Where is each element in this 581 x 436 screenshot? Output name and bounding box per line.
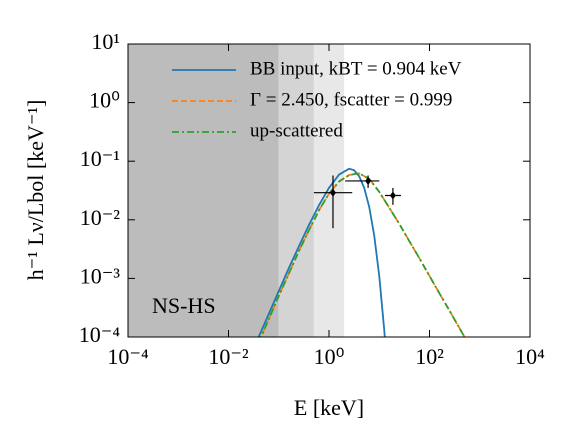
x-tick-label: 10⁴	[515, 344, 545, 369]
series-line	[257, 167, 386, 337]
legend-label: BB input, kBT = 0.904 keV	[250, 58, 462, 79]
curves	[257, 167, 466, 337]
y-tick-label: 10⁻²	[80, 205, 121, 230]
x-tick-label: 10⁻⁴	[107, 344, 149, 369]
regions	[128, 44, 345, 337]
series-line	[260, 172, 466, 337]
data-point	[389, 191, 396, 200]
y-tick-label: 10⁰	[89, 88, 120, 113]
legend-label: up-scattered	[250, 120, 343, 141]
y-tick-label: 10⁻¹	[80, 146, 120, 171]
y-tick-label: 10⁻⁴	[79, 322, 121, 347]
y-tick-label: 10¹	[91, 29, 120, 54]
legend-label: Γ = 2.450, fscatter = 0.999	[250, 89, 452, 110]
x-tick-label: 10⁰	[314, 344, 345, 369]
x-tick-label: 10⁻²	[208, 344, 249, 369]
y-axis-label: h⁻¹ Lν/Lbol [keV⁻¹]	[23, 100, 48, 281]
shaded-region	[128, 44, 279, 337]
x-axis-label: E [keV]	[294, 395, 364, 420]
axes-frame	[127, 43, 531, 338]
y-tick-label: 10⁻³	[80, 263, 121, 288]
shaded-region	[278, 44, 314, 337]
data-point	[365, 176, 372, 185]
data-point	[329, 188, 336, 197]
shaded-region	[313, 44, 345, 337]
region-annotation: NS-HS	[152, 293, 216, 318]
x-tick-label: 10²	[415, 344, 444, 369]
